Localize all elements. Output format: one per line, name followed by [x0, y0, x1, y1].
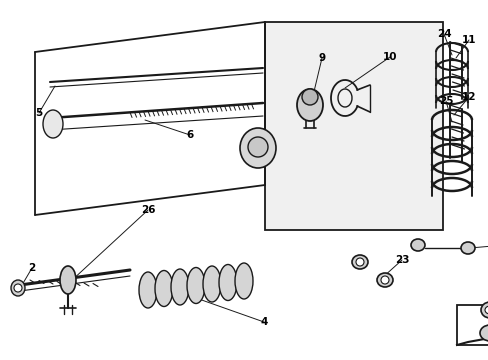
Ellipse shape	[247, 137, 267, 157]
Ellipse shape	[484, 306, 488, 314]
Ellipse shape	[355, 258, 363, 266]
Ellipse shape	[376, 273, 392, 287]
Ellipse shape	[139, 272, 157, 308]
Ellipse shape	[240, 128, 275, 168]
Text: 24: 24	[436, 29, 450, 39]
Text: 11: 11	[461, 35, 475, 45]
Ellipse shape	[479, 325, 488, 341]
Ellipse shape	[235, 263, 252, 299]
Ellipse shape	[410, 239, 424, 251]
Ellipse shape	[296, 89, 323, 121]
Text: 5: 5	[35, 108, 42, 118]
Ellipse shape	[171, 269, 189, 305]
Ellipse shape	[302, 89, 317, 105]
Ellipse shape	[351, 255, 367, 269]
Text: 25: 25	[438, 96, 452, 106]
Ellipse shape	[480, 302, 488, 318]
Ellipse shape	[14, 284, 22, 292]
Text: 2: 2	[28, 263, 36, 273]
Text: 23: 23	[394, 255, 408, 265]
Text: 10: 10	[382, 52, 396, 62]
Bar	[264, 22, 442, 230]
Ellipse shape	[219, 265, 237, 301]
Ellipse shape	[43, 110, 63, 138]
Ellipse shape	[11, 280, 25, 296]
Ellipse shape	[186, 267, 204, 303]
Text: 12: 12	[461, 92, 475, 102]
Bar	[456, 305, 488, 345]
Text: 6: 6	[186, 130, 193, 140]
Ellipse shape	[203, 266, 221, 302]
Text: 4: 4	[260, 317, 267, 327]
Ellipse shape	[155, 270, 173, 306]
Text: 26: 26	[141, 205, 155, 215]
Ellipse shape	[460, 242, 474, 254]
Ellipse shape	[60, 266, 76, 294]
Ellipse shape	[380, 276, 388, 284]
Text: 9: 9	[318, 53, 325, 63]
